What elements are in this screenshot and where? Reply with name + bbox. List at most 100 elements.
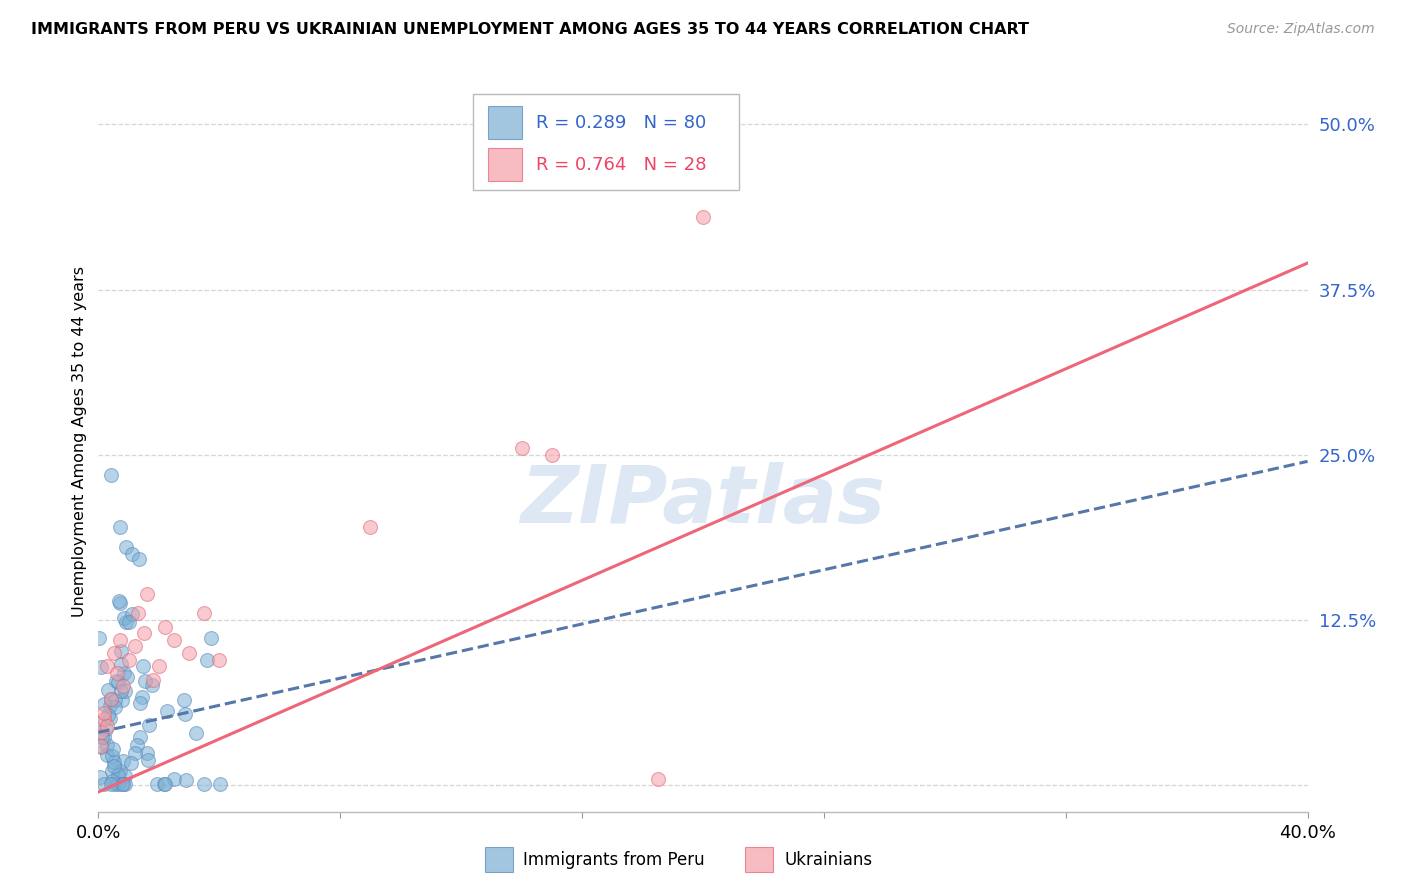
- Point: [90, 725, 112, 739]
- Point: [132, 658, 155, 673]
- Point: [101, 764, 124, 778]
- Point: [127, 738, 149, 752]
- Point: [103, 759, 125, 773]
- Point: [184, 726, 207, 740]
- Point: [112, 610, 135, 624]
- Point: [107, 768, 129, 782]
- Point: [114, 684, 136, 698]
- Point: [97, 708, 120, 723]
- Point: [163, 632, 186, 647]
- Point: [96, 659, 118, 673]
- Point: [108, 520, 131, 534]
- Point: [121, 607, 143, 621]
- Point: [110, 764, 132, 778]
- Point: [100, 777, 122, 791]
- Point: [111, 755, 134, 769]
- Point: [156, 704, 179, 718]
- Point: [179, 646, 201, 660]
- Point: [120, 756, 142, 771]
- Point: [98, 711, 121, 725]
- Point: [173, 693, 195, 707]
- Point: [121, 547, 143, 561]
- Point: [110, 644, 132, 658]
- Point: [98, 698, 121, 713]
- FancyBboxPatch shape: [474, 94, 740, 190]
- Text: R = 0.289   N = 80: R = 0.289 N = 80: [536, 114, 706, 132]
- Point: [107, 777, 129, 791]
- Point: [96, 738, 118, 752]
- Point: [136, 753, 159, 767]
- Point: [100, 467, 122, 482]
- Point: [90, 730, 112, 744]
- Point: [90, 660, 112, 674]
- Point: [208, 653, 231, 667]
- Point: [138, 718, 160, 732]
- FancyBboxPatch shape: [488, 106, 522, 139]
- Point: [104, 693, 127, 707]
- Point: [107, 674, 129, 689]
- Point: [692, 210, 714, 224]
- Point: [153, 777, 176, 791]
- Point: [200, 631, 222, 645]
- Point: [110, 777, 132, 791]
- Point: [90, 739, 112, 753]
- Point: [510, 441, 533, 455]
- Point: [89, 770, 111, 784]
- Point: [174, 773, 197, 788]
- Point: [134, 674, 156, 689]
- FancyBboxPatch shape: [488, 147, 522, 181]
- Point: [110, 596, 132, 610]
- Point: [146, 777, 169, 791]
- Point: [108, 632, 131, 647]
- Point: [360, 520, 382, 534]
- Point: [127, 607, 149, 621]
- Point: [101, 742, 124, 756]
- Point: [94, 722, 117, 736]
- Text: Immigrants from Peru: Immigrants from Peru: [523, 851, 704, 869]
- Point: [142, 673, 165, 687]
- Text: R = 0.764   N = 28: R = 0.764 N = 28: [536, 155, 707, 174]
- Point: [110, 657, 132, 672]
- Point: [93, 777, 115, 791]
- Point: [136, 746, 159, 760]
- Point: [195, 653, 218, 667]
- Point: [112, 666, 135, 681]
- Point: [124, 640, 146, 654]
- Point: [101, 774, 124, 789]
- Point: [89, 631, 111, 645]
- Point: [647, 772, 669, 786]
- Y-axis label: Unemployment Among Ages 35 to 44 years: Unemployment Among Ages 35 to 44 years: [72, 266, 87, 617]
- Point: [104, 673, 127, 688]
- Point: [174, 707, 197, 722]
- Text: Ukrainians: Ukrainians: [785, 851, 873, 869]
- Point: [104, 777, 127, 791]
- Point: [118, 653, 141, 667]
- Point: [129, 696, 152, 710]
- Point: [111, 693, 134, 707]
- Point: [110, 684, 132, 698]
- Point: [131, 690, 153, 704]
- Point: [117, 670, 139, 684]
- Point: [208, 777, 231, 791]
- Point: [97, 683, 120, 698]
- Point: [155, 777, 177, 791]
- Point: [124, 746, 146, 760]
- Point: [128, 731, 150, 745]
- Point: [101, 748, 124, 763]
- Point: [193, 607, 215, 621]
- Point: [111, 777, 134, 791]
- Point: [100, 692, 122, 706]
- Point: [105, 665, 128, 680]
- Text: ZIPatlas: ZIPatlas: [520, 462, 886, 540]
- Point: [100, 692, 122, 706]
- Point: [93, 712, 115, 726]
- Point: [93, 730, 115, 744]
- Point: [114, 768, 136, 782]
- Point: [132, 626, 155, 640]
- Point: [107, 594, 129, 608]
- Point: [118, 615, 141, 629]
- Point: [148, 659, 170, 673]
- Point: [114, 777, 136, 791]
- Point: [135, 586, 157, 600]
- Text: IMMIGRANTS FROM PERU VS UKRAINIAN UNEMPLOYMENT AMONG AGES 35 TO 44 YEARS CORRELA: IMMIGRANTS FROM PERU VS UKRAINIAN UNEMPL…: [31, 22, 1029, 37]
